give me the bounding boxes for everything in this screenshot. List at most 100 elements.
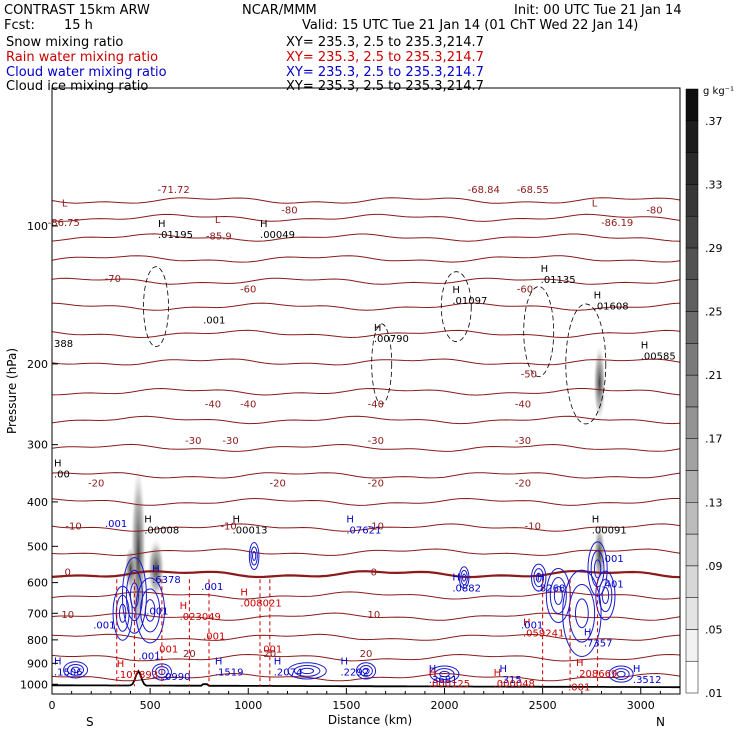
max-marker-value: .3681 — [429, 675, 458, 686]
isotherm-line — [52, 387, 680, 396]
max-marker-value: .01097 — [452, 296, 487, 307]
cloud-water-contour — [118, 603, 127, 623]
isotherm-label: -30 — [185, 436, 201, 447]
isotherm-line — [52, 213, 680, 222]
contour-label: .001 — [203, 316, 225, 327]
cloud-water-contour — [598, 578, 613, 613]
isotherm-line — [52, 497, 680, 506]
max-marker-value: .00049 — [260, 230, 295, 241]
max-marker-letter: H — [452, 572, 460, 583]
isotherm-line — [52, 591, 680, 600]
isotherm-label: -10 — [368, 521, 384, 532]
max-marker-letter: L — [62, 198, 68, 209]
colorbar-band — [685, 565, 699, 598]
isotherm-label: -20 — [515, 479, 531, 490]
isotherm-label: 20 — [360, 649, 373, 660]
max-marker-letter: H — [452, 285, 460, 296]
contour-label: .001 — [93, 620, 115, 631]
model-title: CONTRAST 15km ARW — [4, 3, 150, 18]
colorbar-band — [685, 660, 699, 694]
cloud-water-contour — [549, 576, 567, 614]
terrain-line — [52, 669, 680, 689]
y-tick-label: 300 — [27, 439, 48, 452]
max-marker-value: .8268 — [537, 583, 566, 594]
cloud-water-contour — [593, 559, 602, 579]
isotherm-label: -86.19 — [601, 218, 633, 229]
x-tick-label: 500 — [140, 699, 161, 712]
contour-label: 388 — [54, 339, 73, 350]
colorbar-band — [685, 311, 699, 344]
isotherm-label: -10 — [65, 521, 81, 532]
isotherm-label: -60 — [517, 285, 533, 296]
isotherm-label: -71.72 — [158, 185, 190, 196]
max-marker-letter: H — [233, 514, 241, 525]
max-marker-letter: H — [158, 219, 166, 230]
x-tick-label: 1000 — [234, 699, 262, 712]
contour-label: .001 — [156, 644, 178, 655]
max-marker-value: .315 — [499, 675, 521, 686]
cloud-water-contour — [71, 666, 81, 674]
field-name-cloudwater: Cloud water mixing ratio — [6, 65, 167, 80]
max-marker-value: .00 — [54, 470, 70, 481]
contour-label: .001 — [260, 644, 282, 655]
cloud-water-contour — [112, 585, 133, 641]
isotherm-label: -20 — [368, 479, 384, 490]
max-marker-value: .000125 — [429, 679, 470, 690]
colorbar-band — [685, 88, 699, 122]
max-marker-letter: H — [117, 659, 125, 670]
cloud-water-contour — [608, 665, 634, 683]
max-marker-value: .2074 — [274, 668, 303, 679]
isotherm-label: -30 — [368, 436, 384, 447]
field-name-snow: Snow mixing ratio — [6, 35, 124, 50]
max-marker-value: .00013 — [233, 525, 268, 536]
isotherm-label: -50 — [521, 370, 537, 381]
colorbar-tick-label: .09 — [705, 560, 723, 573]
y-tick-label: 400 — [27, 496, 48, 509]
colorbar-band — [685, 533, 699, 567]
cloud-water-contour — [568, 583, 596, 643]
center-title: NCAR/MMM — [242, 3, 317, 18]
max-marker-letter: H — [240, 588, 248, 599]
max-marker-value: .208669 — [576, 669, 617, 680]
fcst-label: Fcst: — [4, 18, 35, 33]
cloud-ice-contour — [440, 271, 472, 343]
contour-label: .401 — [602, 579, 624, 590]
colorbar-band — [685, 279, 699, 312]
init-time: Init: 00 UTC Tue 21 Jan 14 — [514, 3, 682, 18]
max-marker-letter: H — [340, 657, 348, 668]
isotherm-label: -68.55 — [517, 185, 549, 196]
isotherm-label: -60 — [240, 285, 256, 296]
cloud-water-contour — [535, 572, 542, 583]
contour-label: .001 — [146, 606, 168, 617]
max-marker-value: .00008 — [144, 525, 179, 536]
isotherm-line — [52, 255, 680, 263]
cloud-water-contour — [63, 661, 89, 679]
cloud-water-contour — [355, 662, 377, 680]
colorbar-band — [685, 502, 699, 535]
isotherm-line — [52, 472, 680, 479]
cloud-ice-contour — [143, 266, 169, 348]
x-end-label-north: N — [656, 715, 665, 729]
colorbar-unit: g kg⁻¹ — [703, 86, 734, 97]
max-marker-letter: H — [429, 664, 437, 675]
field-xy-snow: XY= 235.3, 2.5 to 235.3,214.7 — [286, 35, 484, 50]
isotherm-line — [52, 523, 680, 532]
cloud-water-contour — [252, 551, 257, 562]
cloud-water-contour — [140, 588, 161, 633]
cloud-water-contour — [574, 598, 589, 629]
max-marker-value: .1519 — [215, 668, 244, 679]
isotherm-label: -70 — [105, 274, 121, 285]
isotherm-label: -30 — [222, 436, 238, 447]
colorbar-band — [685, 247, 699, 280]
isotherm-label: 20 — [263, 649, 276, 660]
max-marker-letter: L — [215, 215, 221, 226]
y-tick-label: 900 — [27, 657, 48, 670]
max-marker-letter: H — [215, 657, 223, 668]
field-name-rain: Rain water mixing ratio — [6, 50, 159, 65]
cloud-water-contour — [462, 573, 467, 582]
x-tick-label: 1500 — [332, 699, 360, 712]
cloud-water-contour — [293, 665, 321, 677]
cloud-water-contour — [429, 665, 460, 683]
max-marker-value: .00790 — [374, 334, 409, 345]
x-tick-label: 3000 — [627, 699, 655, 712]
